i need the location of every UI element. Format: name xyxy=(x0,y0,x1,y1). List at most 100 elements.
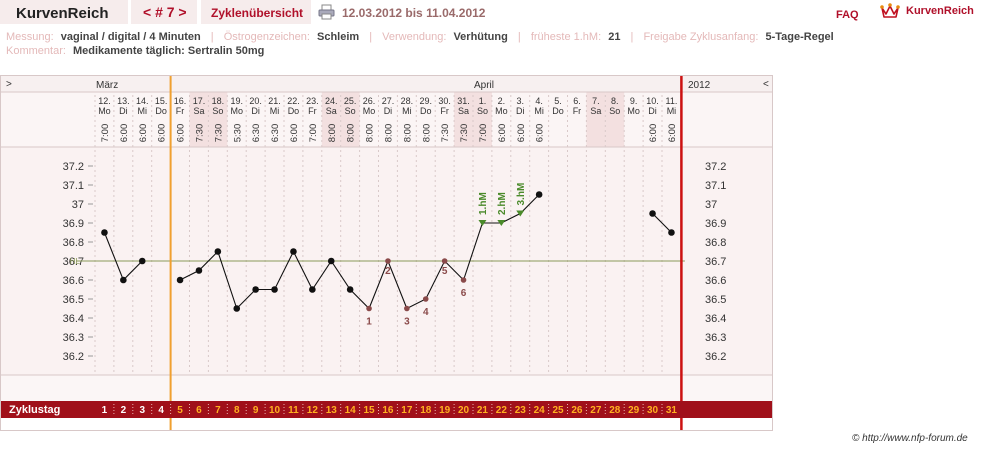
temperature-point xyxy=(346,286,354,293)
weekend-column xyxy=(321,92,341,147)
weekday-label: Do xyxy=(552,106,564,116)
date-label: 9. xyxy=(630,96,638,106)
excluded-temperature-point xyxy=(366,305,372,312)
cycle-day-number: 19 xyxy=(439,405,451,416)
weekend-column xyxy=(340,92,360,147)
top-bar: KurvenReich < # 7 > Zyklenübersicht 12.0… xyxy=(0,0,981,26)
date-label: 23. xyxy=(306,96,319,106)
date-label: 13. xyxy=(117,96,130,106)
date-label: 6. xyxy=(573,96,581,106)
cycle-day-number: 5 xyxy=(177,405,183,416)
measure-time-label: 7:00 xyxy=(478,124,489,143)
date-label: 26. xyxy=(363,96,376,106)
measure-time-label: 8:00 xyxy=(365,124,376,143)
cycle-day-number: 13 xyxy=(326,405,338,416)
temperature-line xyxy=(179,194,540,310)
kommentar-label: Kommentar: xyxy=(6,45,66,57)
temperature-point xyxy=(214,248,222,255)
weekday-label: Sa xyxy=(590,106,601,116)
measure-time-label: 8:00 xyxy=(383,124,394,143)
measure-time-label: 7:00 xyxy=(308,124,319,143)
weekday-label: Fr xyxy=(573,106,582,116)
y-tick-left: 36.6 xyxy=(63,275,84,287)
date-label: 22. xyxy=(287,96,300,106)
y-tick-left: 37.2 xyxy=(63,161,84,173)
temperature-line xyxy=(652,213,672,233)
weekday-label: Mo xyxy=(363,106,376,116)
weekend-column xyxy=(189,92,209,147)
excluded-temperature-point xyxy=(460,277,467,283)
freigabe-label: Freigabe Zyklusanfang: xyxy=(643,31,759,43)
cycle-day-number: 4 xyxy=(158,405,164,416)
weekday-label: Di xyxy=(384,106,393,116)
cycle-day-number: 21 xyxy=(477,405,489,416)
cycle-day-number: 18 xyxy=(420,405,432,416)
cycle-day-number: 26 xyxy=(571,405,583,416)
date-label: 27. xyxy=(382,96,395,106)
cycle-navigation[interactable]: < # 7 > xyxy=(131,0,197,24)
month-label: März xyxy=(96,80,118,91)
month-label: April xyxy=(474,80,494,91)
y-tick-left: 37.1 xyxy=(63,180,84,192)
nav-left-arrow: > xyxy=(6,79,12,90)
weekday-label: Di xyxy=(119,106,128,116)
measure-time-label: 6:00 xyxy=(516,124,527,143)
cycle-day-number: 2 xyxy=(121,405,127,416)
cycle-day-number: 23 xyxy=(515,405,527,416)
low-level-number: 3 xyxy=(404,317,410,328)
measure-time-label: 6:30 xyxy=(270,124,281,143)
measure-time-label: 6:00 xyxy=(119,124,130,143)
weekday-label: So xyxy=(345,106,356,116)
cycle-day-number: 1 xyxy=(102,405,108,416)
measure-time-label: 7:30 xyxy=(459,124,470,143)
faq-link[interactable]: FAQ xyxy=(836,9,859,21)
weekday-label: Mo xyxy=(627,106,640,116)
verwendung-label: Verwendung: xyxy=(382,31,447,43)
weekday-label: Sa xyxy=(458,106,469,116)
copyright-notice: © http://www.nfp-forum.de xyxy=(852,433,968,444)
weekday-label: Di xyxy=(648,106,657,116)
measure-time-label: 8:00 xyxy=(346,124,357,143)
date-label: 10. xyxy=(646,96,659,106)
weekend-column xyxy=(473,92,492,147)
date-label: 30. xyxy=(438,96,451,106)
temperature-point xyxy=(649,210,656,217)
temperature-point xyxy=(138,257,146,265)
printer-icon[interactable] xyxy=(318,4,335,20)
weekday-label: Mi xyxy=(402,106,412,116)
high-measurement-label: 2.hM xyxy=(497,192,508,215)
weekday-label: So xyxy=(609,106,620,116)
comment-line: Kommentar: Medikamente täglich: Sertrali… xyxy=(6,45,268,57)
cycle-day-number: 29 xyxy=(628,405,640,416)
temperature-point xyxy=(101,229,108,236)
measure-time-label: 8:00 xyxy=(402,124,413,143)
date-label: 1. xyxy=(479,96,487,106)
y-tick-left: 36.8 xyxy=(63,237,84,249)
note-row-bg xyxy=(1,375,772,401)
measure-time-label: 7:30 xyxy=(440,124,451,143)
date-label: 20. xyxy=(249,96,262,106)
date-label: 18. xyxy=(212,96,225,106)
messung-label: Messung: xyxy=(6,31,54,43)
temperature-point xyxy=(535,191,543,198)
weekday-label: Do xyxy=(420,106,432,116)
date-label: 19. xyxy=(230,96,243,106)
cycle-info-line: Messung: vaginal / digital / 4 Minuten |… xyxy=(6,31,834,43)
cycle-overview-link[interactable]: Zyklenübersicht xyxy=(201,0,311,24)
weekday-label: Fr xyxy=(440,106,449,116)
oestrogen-label: Östrogenzeichen: xyxy=(223,31,310,43)
date-label: 29. xyxy=(419,96,432,106)
temperature-point xyxy=(233,305,241,312)
excluded-temperature-point xyxy=(385,258,391,264)
cycle-day-number: 30 xyxy=(647,405,659,416)
cycle-day-number: 14 xyxy=(345,405,357,416)
measure-time-label: 7:30 xyxy=(194,124,205,143)
weekday-label: Mo xyxy=(230,106,243,116)
y-tick-left: 36.3 xyxy=(63,332,84,344)
brand-name[interactable]: KurvenReich xyxy=(906,5,974,17)
temperature-chart-svg: > <März April 201212.Mo7:0013.Di6:0014.Mi6:… xyxy=(0,75,773,431)
measure-time-label: 8:00 xyxy=(421,124,432,143)
coverline-label: HL xyxy=(70,257,81,266)
date-label: 31. xyxy=(457,96,470,106)
low-level-number: 4 xyxy=(423,307,429,318)
